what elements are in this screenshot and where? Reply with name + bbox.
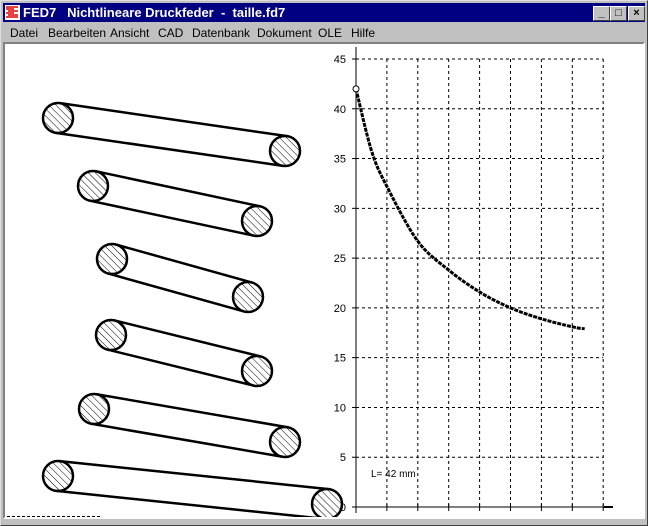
y-tick-label: 35 — [334, 154, 346, 166]
y-tick-label: 25 — [334, 253, 346, 265]
spring-drawing — [41, 101, 344, 521]
wire-cross-section — [268, 134, 302, 168]
menu-datei[interactable]: Datei — [10, 26, 39, 40]
coil-edge — [59, 101, 288, 138]
y-tick-label: 40 — [334, 104, 346, 116]
spring-coil — [94, 318, 274, 388]
y-tick-label: 0 — [340, 502, 346, 514]
coil-edge — [59, 459, 329, 491]
wire-cross-section — [240, 204, 274, 238]
minimize-button[interactable]: _ — [593, 6, 610, 21]
maximize-button[interactable]: □ — [610, 6, 627, 21]
coil-edge — [107, 272, 245, 313]
force-curve — [354, 88, 585, 331]
spring-coil — [77, 392, 302, 459]
wire-cross-section — [94, 318, 128, 352]
wire-cross-section — [231, 280, 265, 314]
start-marker — [352, 85, 360, 93]
menu-cad[interactable]: CAD — [158, 26, 184, 40]
coil-edge — [56, 489, 326, 521]
wire-cross-section — [240, 354, 274, 388]
y-tick-label: 5 — [340, 452, 346, 464]
force-chart: 0 5 10 15 20 25 30 35 40 45 — [334, 47, 613, 514]
coil-edge — [55, 131, 284, 168]
menu-bearbeiten[interactable]: Bearbeiten — [48, 26, 107, 40]
coil-edge — [96, 392, 288, 429]
coil-edge — [115, 243, 253, 284]
y-tick-label: 15 — [334, 353, 346, 365]
menu-dokument[interactable]: Dokument — [257, 26, 312, 40]
coil-edge — [91, 422, 283, 459]
spring-coil — [95, 242, 265, 314]
menu-hilfe[interactable]: Hilfe — [351, 26, 376, 40]
length-label: L= 42 mm — [371, 469, 416, 480]
coil-edge — [107, 348, 254, 387]
drawing-area[interactable]: 0 5 10 15 20 25 30 35 40 45 L= 42 mm — [3, 42, 645, 521]
y-tick-label: 20 — [334, 303, 346, 315]
y-tick-label: 45 — [334, 54, 346, 66]
coil-edge — [95, 170, 261, 208]
wire-cross-section — [268, 425, 302, 459]
wire-cross-section — [41, 101, 75, 135]
menu-datenbank[interactable]: Datenbank — [192, 26, 251, 40]
wire-cross-section — [41, 459, 75, 493]
coil-edge — [114, 319, 261, 358]
menu-ansicht[interactable]: Ansicht — [110, 26, 150, 40]
drawing-canvas: 0 5 10 15 20 25 30 35 40 45 L= 42 mm — [7, 47, 613, 521]
wire-cross-section — [76, 169, 110, 203]
close-button[interactable]: × — [628, 6, 645, 21]
wire-cross-section — [95, 242, 129, 276]
app-icon[interactable] — [5, 5, 20, 20]
title-bar: FED7 Nichtlineare Druckfeder - taille.fd… — [3, 3, 645, 22]
spring-coil — [41, 101, 302, 168]
spring-coil — [76, 169, 274, 238]
wire-cross-section — [77, 392, 111, 426]
wire-cross-section — [310, 487, 344, 521]
menu-ole[interactable]: OLE — [318, 26, 343, 40]
spring-coil — [41, 459, 344, 521]
window-title: FED7 Nichtlineare Druckfeder - taille.fd… — [23, 5, 286, 20]
y-tick-label: 10 — [334, 402, 346, 414]
coil-edge — [89, 199, 255, 237]
y-tick-label: 30 — [334, 203, 346, 215]
